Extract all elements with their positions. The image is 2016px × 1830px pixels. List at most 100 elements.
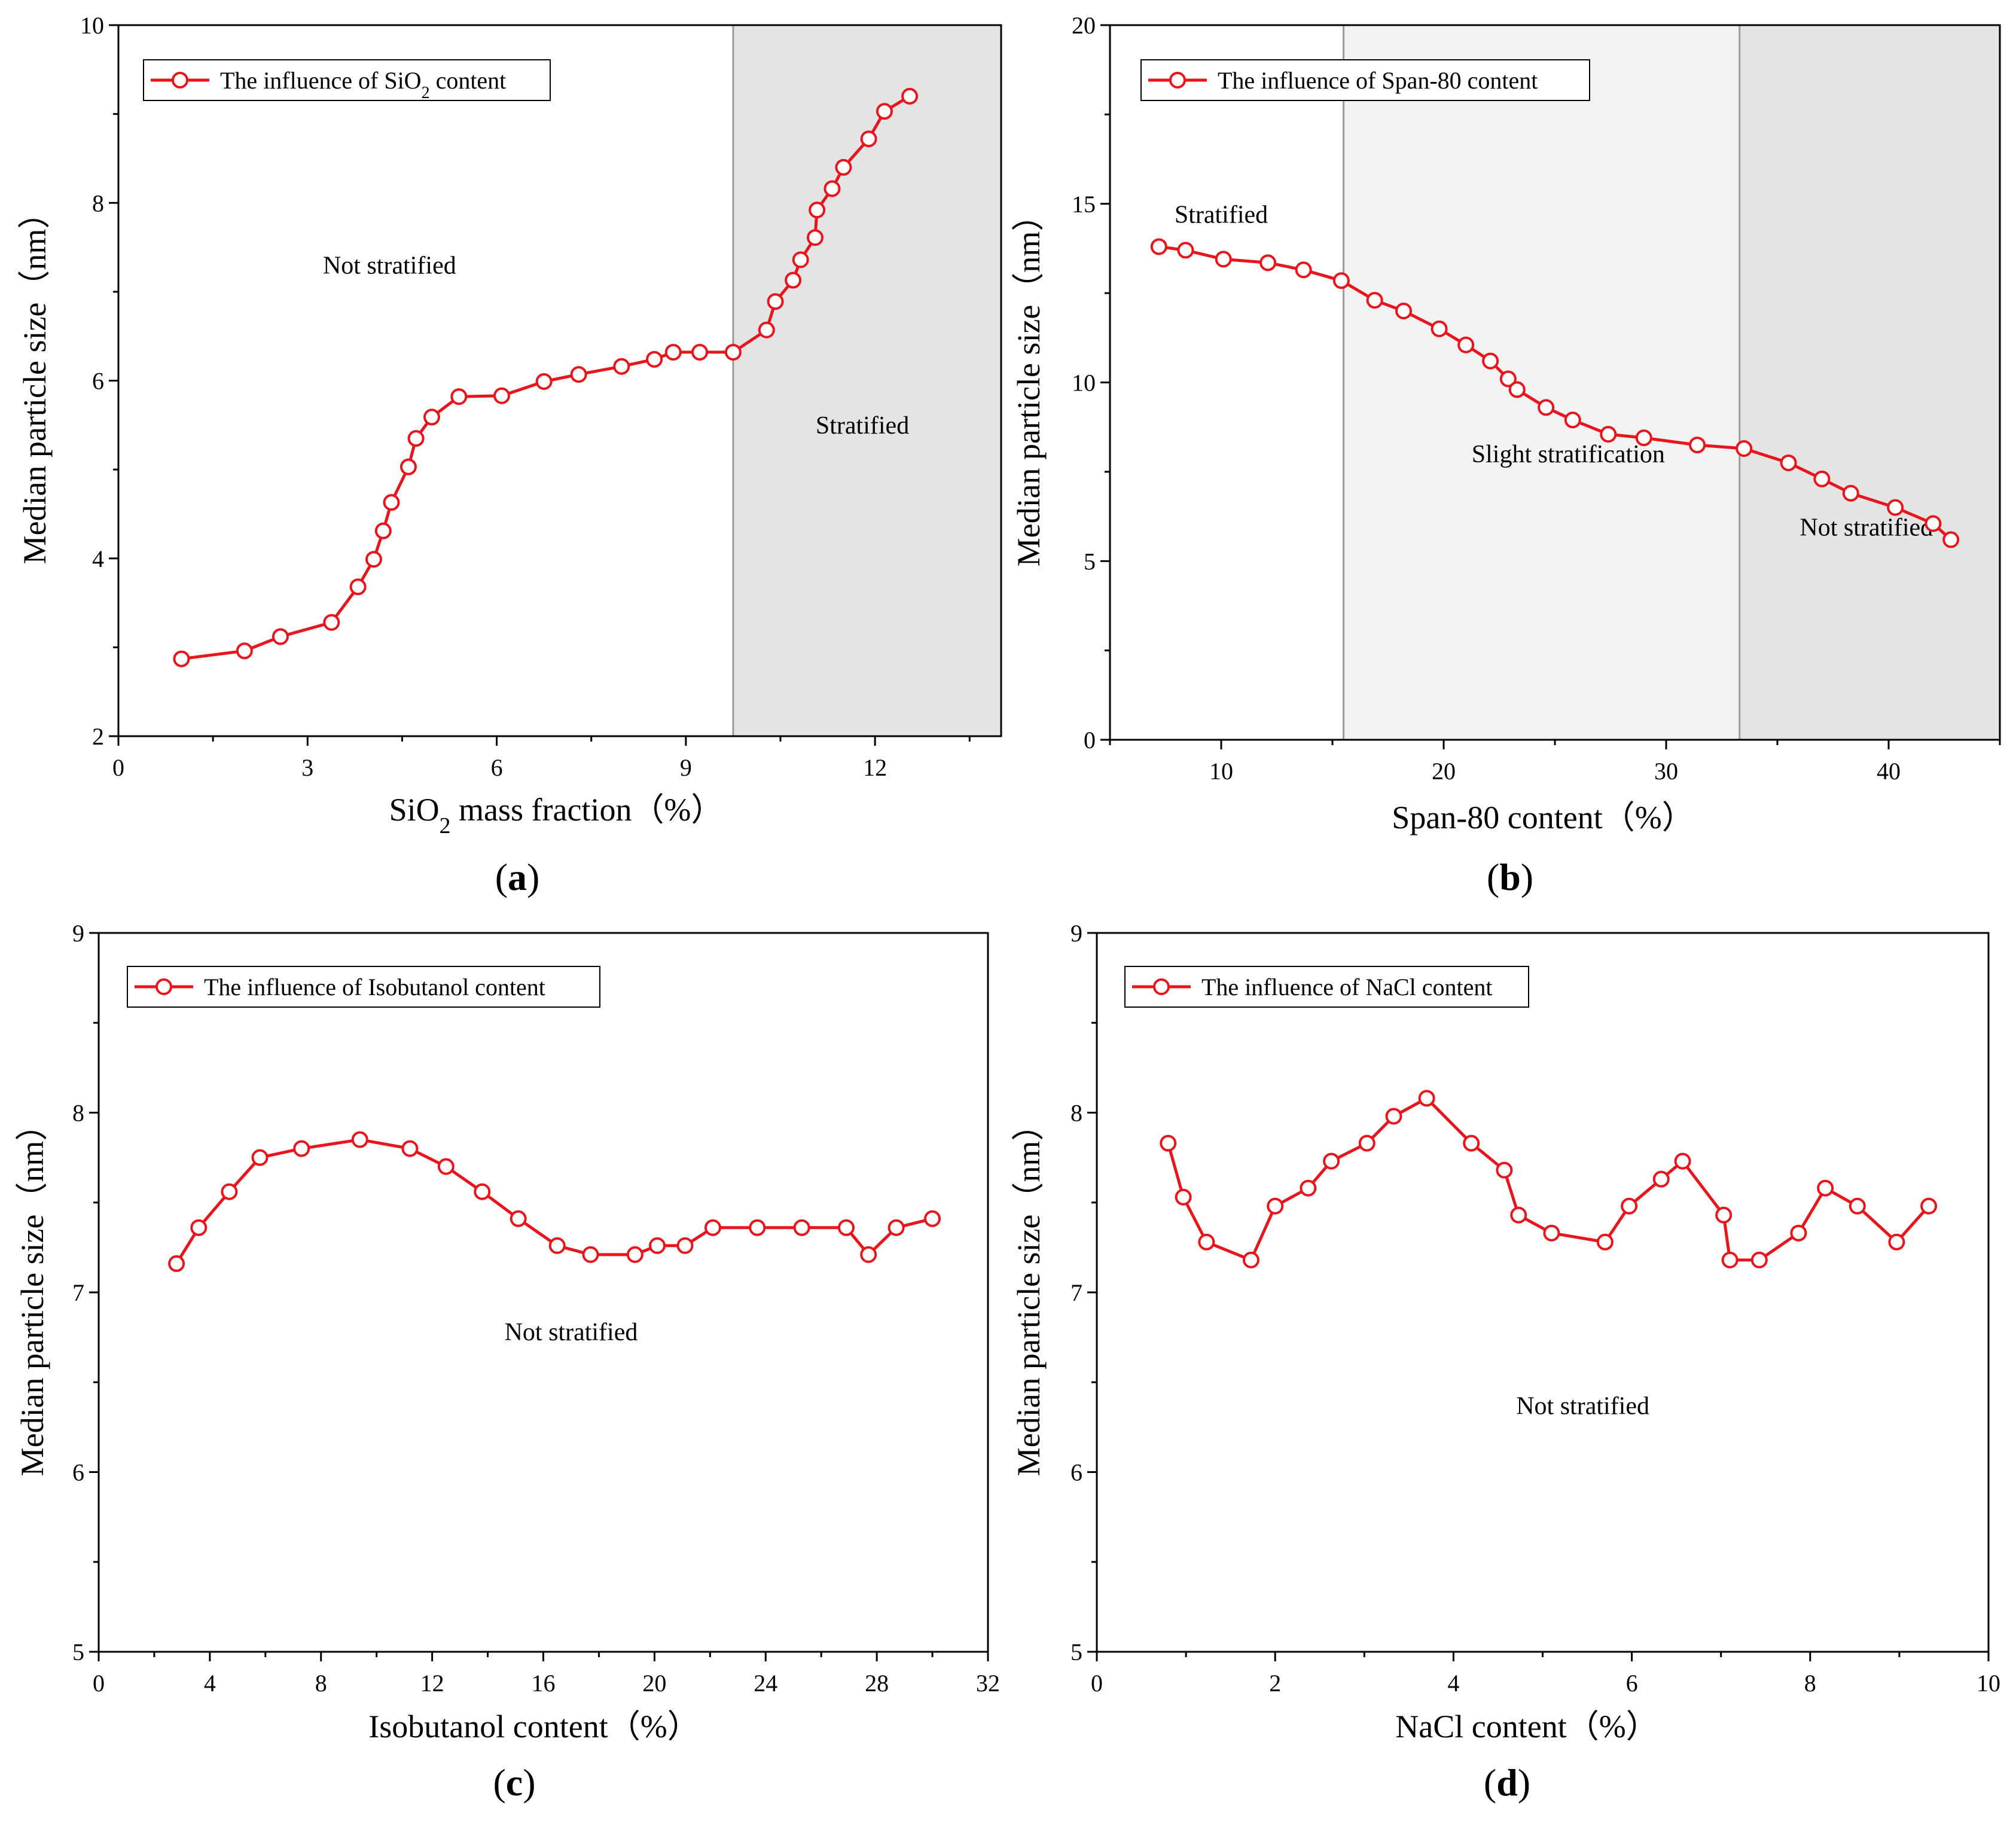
data-point (1150, 238, 1167, 255)
plot-frame (1096, 932, 1990, 1653)
data-point (1817, 1179, 1834, 1197)
data-point (349, 578, 367, 596)
data-point (901, 87, 919, 105)
data-point (646, 350, 663, 368)
data-point (351, 1131, 368, 1148)
data-point (1242, 1251, 1259, 1268)
data-point (1621, 1197, 1638, 1215)
panel-label: (a) (495, 856, 540, 898)
data-point (1215, 251, 1232, 268)
data-point (1715, 1206, 1733, 1224)
data-point (860, 1246, 877, 1263)
y-tick-label: 9 (1070, 920, 1082, 947)
x-tick-label: 40 (1877, 758, 1901, 785)
region-annotation: Slight stratification (1472, 441, 1665, 468)
data-point (649, 1237, 666, 1254)
data-point (1564, 411, 1581, 429)
y-tick-label: 5 (1084, 548, 1096, 575)
data-point (437, 1158, 455, 1175)
data-point (582, 1246, 599, 1263)
data-point (474, 1183, 491, 1200)
x-tick-label: 12 (420, 1670, 444, 1697)
chart-panel-a: 0 3 6 9 12 2 4 6 8 10 SiO2 mass fraction（%） Median … (17, 12, 1002, 898)
x-tick-label: 0 (1091, 1670, 1103, 1697)
data-point (835, 158, 852, 176)
y-tick-label: 6 (72, 1459, 84, 1486)
data-point (626, 1246, 643, 1263)
data-point (221, 1183, 238, 1200)
data-point (399, 458, 417, 475)
x-tick-label: 4 (1447, 1670, 1459, 1697)
legend: The influence of Span-80 content (1140, 59, 1590, 101)
data-point (1721, 1251, 1739, 1268)
y-tick-label: 15 (1072, 191, 1096, 218)
data-point (691, 343, 709, 361)
data-point (1652, 1170, 1670, 1188)
legend-box (127, 966, 600, 1008)
x-tick-label: 3 (301, 754, 313, 781)
y-tick-label: 2 (92, 723, 104, 750)
data-point (924, 1210, 941, 1227)
legend: The influence of Isobutanol content (127, 966, 600, 1008)
data-point (365, 551, 382, 568)
data-point (1736, 440, 1753, 458)
y-tick-label: 9 (72, 920, 84, 947)
data-point (548, 1237, 566, 1254)
region-annotation: Not stratified (323, 252, 456, 279)
x-axis-title: Isobutanol content（%） (368, 1709, 699, 1744)
region-annotation: Not stratified (505, 1319, 638, 1346)
x-tick-label: 4 (204, 1670, 216, 1697)
x-tick-label: 32 (976, 1670, 1000, 1697)
legend: The influence of SiO2 content (143, 59, 551, 102)
data-point (450, 388, 468, 405)
data-point (1323, 1152, 1340, 1170)
data-point (1887, 499, 1904, 516)
data-point (1813, 470, 1831, 487)
x-tick-label: 12 (863, 754, 887, 781)
data-point (493, 387, 511, 404)
data-point (1510, 1206, 1527, 1224)
data-point (824, 180, 841, 197)
data-point (1366, 292, 1383, 309)
data-point (1600, 426, 1617, 443)
data-point (1674, 1152, 1691, 1170)
data-point (724, 343, 742, 361)
x-tick-label: 9 (680, 754, 692, 781)
y-tick-label: 5 (72, 1639, 84, 1666)
data-point (383, 494, 400, 511)
data-point (1463, 1134, 1480, 1152)
x-tick-label: 24 (754, 1670, 777, 1697)
data-point (1482, 352, 1499, 370)
y-tick-label: 7 (1070, 1279, 1082, 1306)
data-point (1924, 515, 1942, 532)
data-point (1750, 1251, 1768, 1268)
data-point (860, 130, 877, 148)
x-tick-label: 10 (1209, 758, 1233, 785)
data-point (1332, 272, 1350, 289)
data-point (1508, 381, 1526, 398)
data-point (168, 1255, 185, 1272)
data-point (1300, 1179, 1317, 1197)
data-point (1499, 370, 1517, 388)
panel-label: (b) (1487, 856, 1533, 898)
x-tick-label: 16 (532, 1670, 556, 1697)
data-point (1790, 1224, 1807, 1242)
legend-marker-swatch (1169, 72, 1186, 89)
data-point (293, 1140, 310, 1157)
legend-box (1140, 59, 1590, 101)
region-annotation: Stratified (816, 412, 909, 440)
legend-label: The influence of Isobutanol content (204, 974, 545, 1001)
data-point (510, 1210, 527, 1227)
series-line (175, 1138, 933, 1265)
data-point (173, 650, 190, 667)
data-point (758, 321, 775, 338)
data-point (1842, 484, 1859, 502)
y-axis-title: Median particle size（nm） (1011, 199, 1047, 567)
data-point (876, 103, 893, 120)
x-axis-title: SiO2 mass fraction（%） (389, 792, 724, 838)
x-axis-title: NaCl content（%） (1395, 1709, 1658, 1744)
data-point (1198, 1233, 1215, 1250)
region-annotation: Not stratified (1516, 1392, 1649, 1420)
data-point (1920, 1197, 1938, 1215)
